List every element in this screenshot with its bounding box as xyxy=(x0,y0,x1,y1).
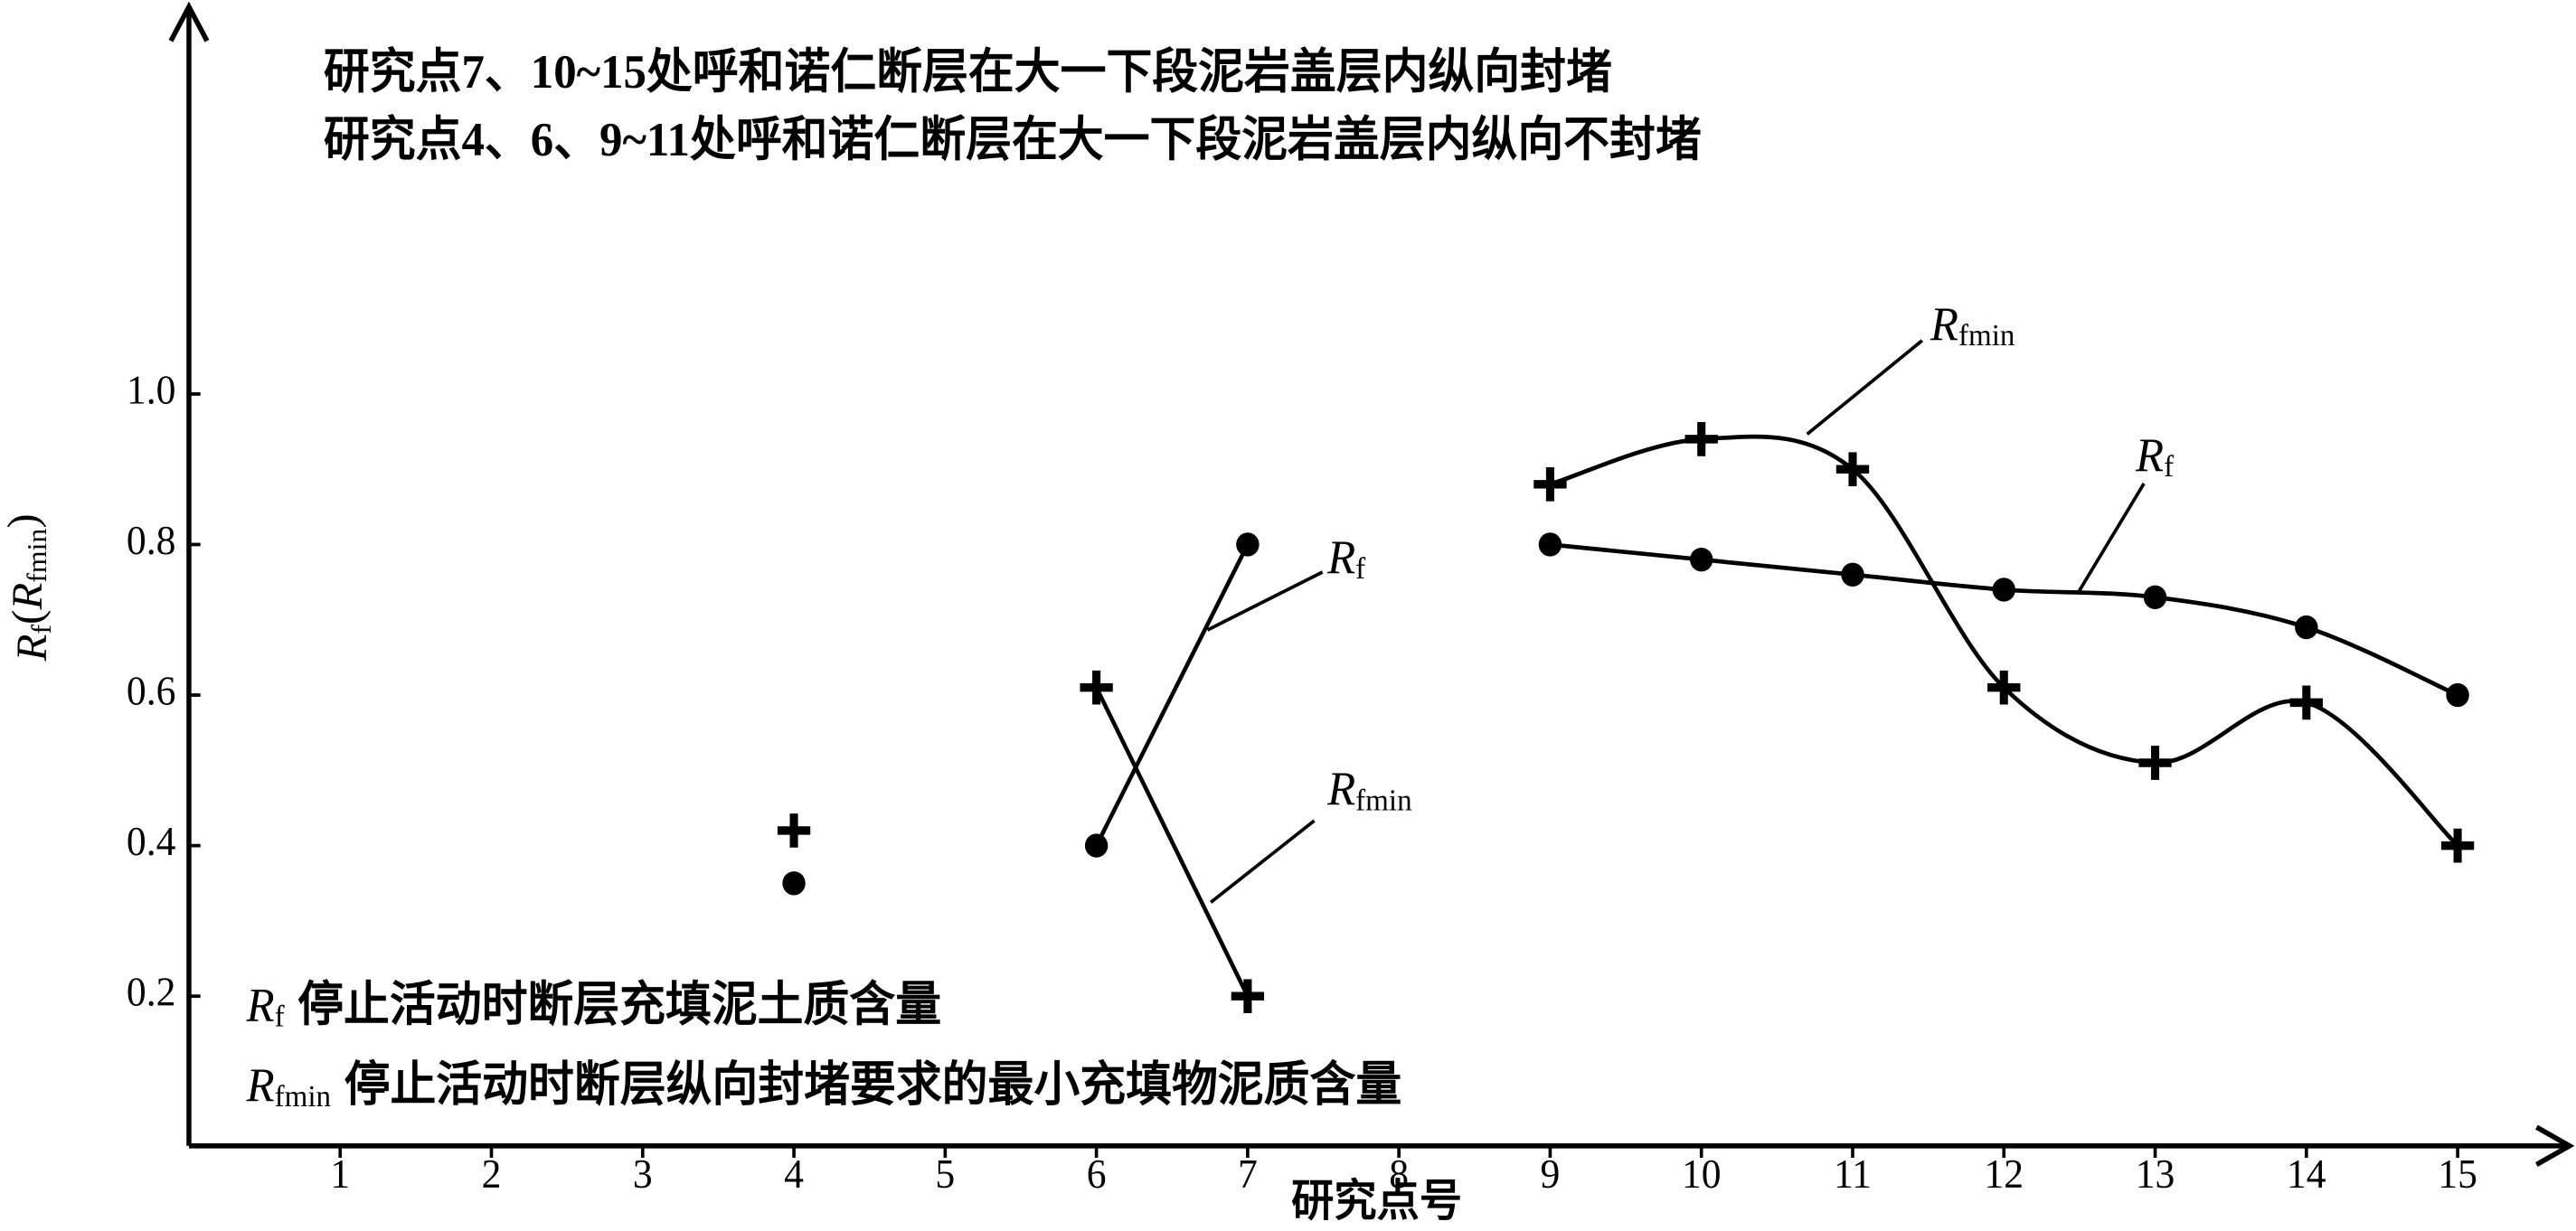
y-axis xyxy=(168,1,210,1146)
x-tick-label: 1 xyxy=(330,1151,350,1197)
x-tick-label: 9 xyxy=(1541,1151,1561,1197)
y-axis-label: Rf​(Rfmin​) xyxy=(0,513,57,662)
x-tick-label: 3 xyxy=(633,1151,653,1197)
point xyxy=(777,813,811,848)
point xyxy=(1684,422,1718,456)
point xyxy=(2295,615,2318,640)
x-tick-label: 12 xyxy=(1984,1151,2024,1197)
x-tick-label: 7 xyxy=(1238,1151,1258,1197)
x-tick-label: 2 xyxy=(482,1151,502,1197)
point xyxy=(1689,547,1713,572)
point xyxy=(1533,467,1567,502)
point xyxy=(1987,670,2021,705)
callout-label: Rfmin​ xyxy=(1326,763,1412,817)
x-tick-label: 14 xyxy=(2287,1151,2326,1197)
x-axis-label: 研究点号 xyxy=(1291,1177,1462,1226)
note-symbol: Rf​ xyxy=(246,979,286,1033)
point xyxy=(1992,578,2015,602)
x-tick-label: 6 xyxy=(1087,1151,1107,1197)
point xyxy=(2143,585,2167,609)
callout-label: Rfmin​ xyxy=(1930,298,2015,352)
x-tick-label: 10 xyxy=(1682,1151,1722,1197)
x-axis xyxy=(188,1124,2575,1168)
callout-line xyxy=(2076,483,2146,594)
y-tick-label: 0.8 xyxy=(127,517,176,563)
y-tick-label: 1.0 xyxy=(127,367,176,413)
point xyxy=(2446,682,2469,708)
callout-label: Rf​ xyxy=(1326,531,1366,586)
callout-label: Rf​ xyxy=(2135,429,2175,484)
point xyxy=(2289,685,2323,720)
note-symbol: Rfmin​ xyxy=(246,1059,332,1114)
x-tick-label: 8 xyxy=(1389,1151,1409,1197)
point xyxy=(1084,833,1109,858)
point xyxy=(2440,828,2475,863)
callout-line xyxy=(1806,339,1923,436)
y-tick-label: 0.4 xyxy=(127,818,176,864)
point xyxy=(1538,532,1562,557)
point xyxy=(1835,452,1870,487)
point xyxy=(2138,746,2172,780)
y-tick-label: 0.2 xyxy=(127,969,176,1015)
note-text: 停止活动时断层充填泥土质含量 xyxy=(297,978,941,1031)
point xyxy=(1236,532,1260,557)
x-tick-label: 15 xyxy=(2438,1151,2477,1197)
callout-line xyxy=(1210,819,1316,904)
series-line xyxy=(1549,434,2459,848)
point xyxy=(1080,670,1113,705)
title-line: 研究点7、10~15处呼和诺仁断层在大一下段泥岩盖层内纵向封堵 xyxy=(324,45,1612,99)
series-line xyxy=(1094,686,1250,998)
x-tick-label: 4 xyxy=(784,1151,804,1197)
callout-line xyxy=(1206,570,1324,632)
point xyxy=(1231,979,1265,1014)
point xyxy=(782,871,806,896)
series-line xyxy=(1094,543,1250,847)
note-text: 停止活动时断层纵向封堵要求的最小充填物泥质含量 xyxy=(344,1058,1402,1112)
y-tick-label: 0.6 xyxy=(127,668,176,714)
title-line: 研究点4、6、9~11处呼和诺仁断层在大一下段泥岩盖层内纵向不封堵 xyxy=(324,113,1702,166)
x-tick-label: 13 xyxy=(2136,1151,2175,1197)
x-tick-label: 5 xyxy=(935,1151,955,1197)
x-tick-label: 11 xyxy=(1834,1151,1872,1197)
point xyxy=(1841,562,1864,587)
